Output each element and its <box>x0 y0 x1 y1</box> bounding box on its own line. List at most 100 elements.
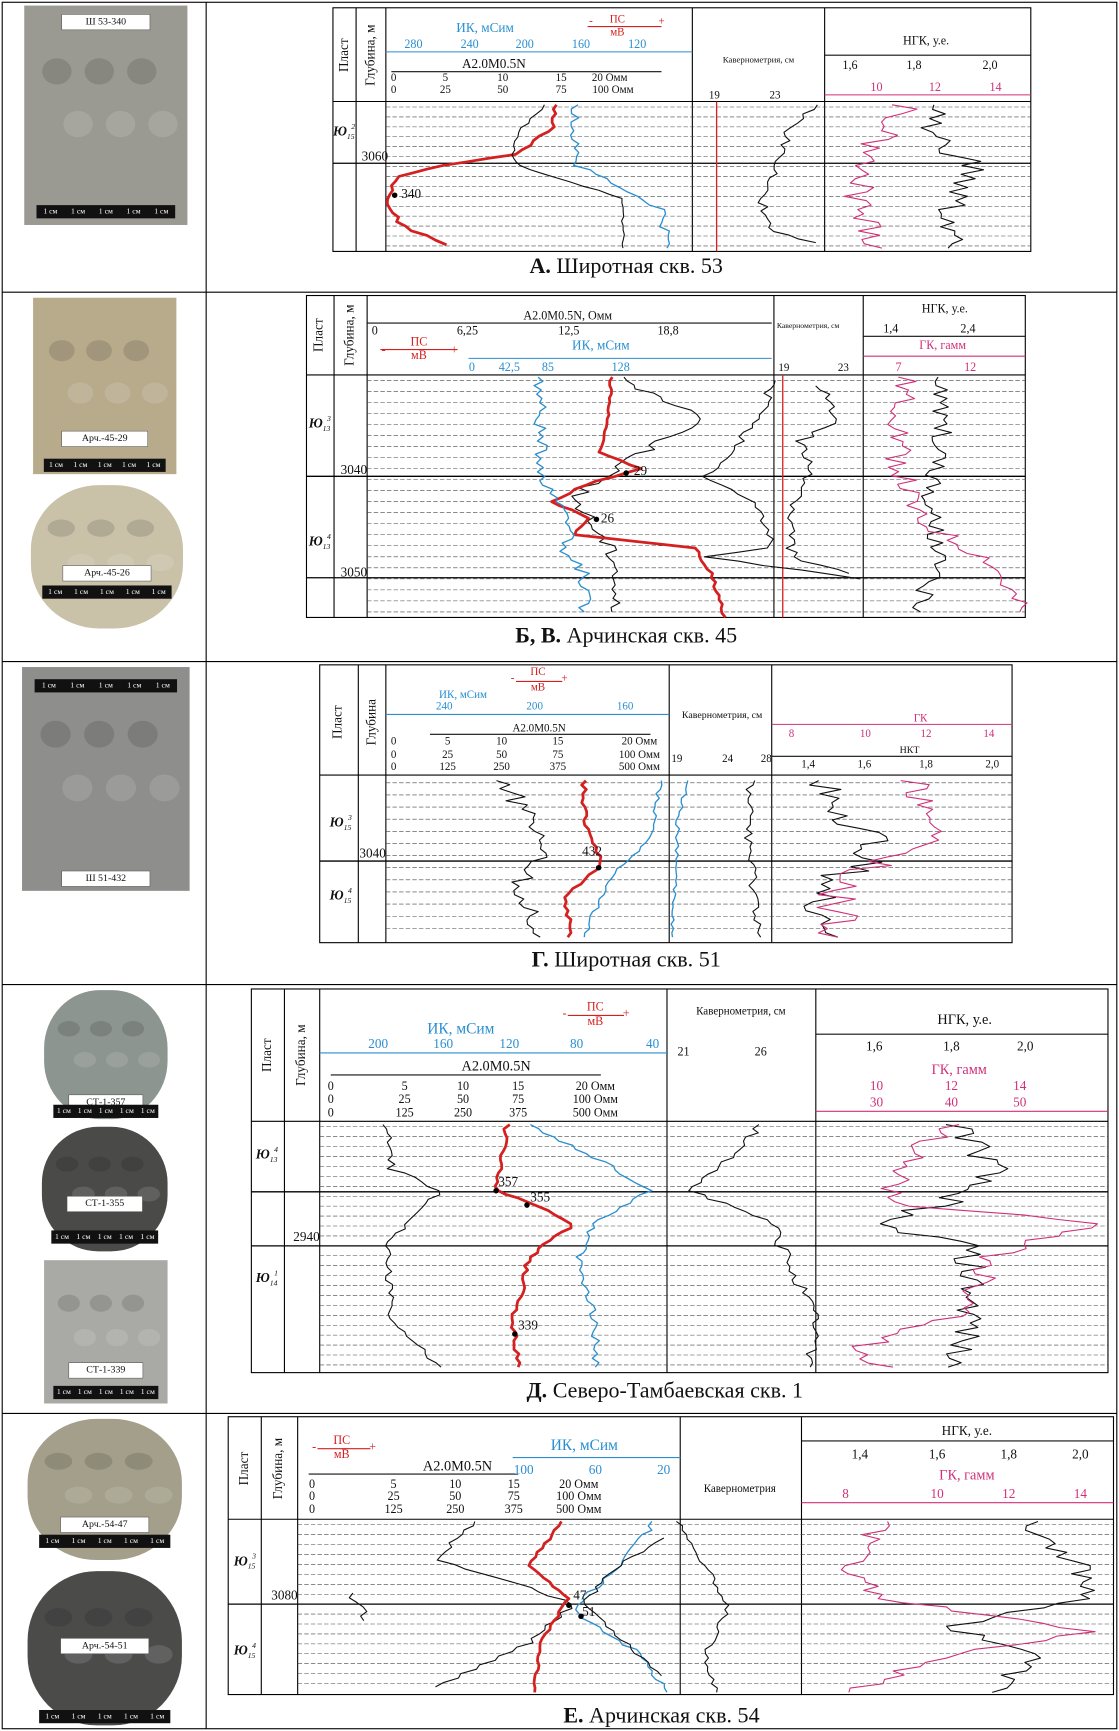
sample-point <box>595 864 602 871</box>
photo <box>41 1126 168 1252</box>
caption-letter: Е. <box>563 1703 583 1728</box>
header-label: - <box>562 1006 566 1020</box>
header-label: 23 <box>838 362 850 374</box>
photo-label-box <box>61 870 151 887</box>
photo-texture <box>55 1156 79 1172</box>
caption-letter: Б, В. <box>515 622 561 647</box>
formation-sup: 4 <box>327 532 331 541</box>
scale-label: 1 см <box>73 460 87 469</box>
photo-label: Арч.-45-26 <box>84 568 130 579</box>
formation-sub: 15 <box>248 1561 256 1570</box>
header-label: 2,0 <box>1017 1038 1034 1053</box>
header-label: НГК, у.е. <box>942 1423 992 1438</box>
log-curve <box>840 1521 1096 1693</box>
sample-point <box>512 1331 518 1337</box>
log-curve <box>563 779 603 938</box>
header-label: 21 <box>677 1045 689 1059</box>
depth-label: 3060 <box>362 149 389 164</box>
photo-label: Арч.-54-47 <box>82 1519 128 1530</box>
sample-point <box>578 1613 584 1620</box>
scale-label: 1 см <box>71 1711 85 1720</box>
scale-label: 1 см <box>120 1106 134 1115</box>
caption-text: Арчинская скв. 54 <box>589 1703 760 1728</box>
scale-label: 1 см <box>76 1232 90 1241</box>
scale-label: 1 см <box>119 1232 133 1241</box>
sample-label: 339 <box>518 1317 538 1332</box>
scale-label: 1 см <box>45 1536 59 1545</box>
photo-label-box <box>66 1195 143 1212</box>
header-label: 19 <box>778 362 790 374</box>
header-label: 0 <box>391 72 397 84</box>
header-label: 1,8 <box>1000 1446 1017 1461</box>
header-label: 60 <box>589 1462 603 1477</box>
sample-label: 357 <box>498 1174 518 1189</box>
formation-name: Ю <box>255 1270 270 1285</box>
photo-label: Арч.-54-51 <box>82 1640 128 1651</box>
header-label: 200 <box>368 1036 388 1051</box>
photo-texture <box>104 1486 133 1504</box>
scale-label: 1 см <box>124 1711 138 1720</box>
header-label: Кавернометрия, см <box>696 1006 785 1018</box>
photo-texture <box>121 1156 144 1172</box>
header-label: 80 <box>570 1036 584 1051</box>
scale-label: 1 см <box>98 1232 112 1241</box>
column-header: Глубина, м <box>293 1024 308 1086</box>
header-label: + <box>369 1439 376 1453</box>
formation-sup: 3 <box>326 414 331 423</box>
header-label: + <box>451 342 458 356</box>
header-label: 160 <box>433 1036 453 1051</box>
log-curve <box>382 1124 442 1368</box>
photo-texture <box>84 720 115 748</box>
header-label: 10 <box>930 1486 944 1501</box>
header-label: - <box>511 673 515 685</box>
header-label: A2.0M0.5N <box>462 56 526 71</box>
log-curve <box>676 1521 730 1693</box>
header-label: 125 <box>384 1502 402 1516</box>
header-label: 10 <box>497 72 509 84</box>
formation-sup: 3 <box>347 813 352 822</box>
header-label: 250 <box>446 1502 464 1516</box>
depth-label: 3080 <box>271 1587 298 1602</box>
scale-label: 1 см <box>78 1387 92 1396</box>
photo-label-box <box>61 14 151 31</box>
header-label: 5 <box>443 72 449 84</box>
formation-sub: 14 <box>270 1278 278 1287</box>
sample-label: 51 <box>582 1604 595 1619</box>
header-label: 12 <box>1002 1486 1015 1501</box>
log-curve <box>571 376 701 613</box>
caption-text: Арчинская скв. 45 <box>567 622 738 647</box>
column-header: Глубина, м <box>270 1437 285 1499</box>
photo-texture <box>141 382 168 404</box>
header-label: 1,4 <box>883 321 898 335</box>
header-label: 240 <box>461 37 479 51</box>
scale-label: 1 см <box>146 460 160 469</box>
formation-name: Ю <box>332 123 347 138</box>
formation-name: Ю <box>308 534 323 549</box>
photo-texture <box>127 720 158 748</box>
header-label: 19 <box>709 90 721 102</box>
header-label: ГК, гамм <box>931 1062 986 1078</box>
column-header: Пласт <box>311 318 326 352</box>
header-label: 15 <box>508 1477 520 1491</box>
scale-bar <box>53 1385 159 1400</box>
header-label: 12 <box>921 728 932 740</box>
column-header: Пласт <box>329 705 344 739</box>
caption: А. Широтная скв. 53 <box>529 253 722 278</box>
header-label: 0 <box>328 1092 334 1106</box>
photo-texture <box>105 1328 129 1347</box>
header-label: 2,0 <box>1072 1446 1089 1461</box>
header-label: 500 Омм <box>573 1105 619 1119</box>
photo-texture <box>84 58 114 85</box>
header-label: 100 Омм <box>592 84 633 96</box>
header-label: 200 <box>526 700 543 712</box>
header-label: 50 <box>457 1092 469 1106</box>
scale-label: 1 см <box>70 681 84 690</box>
header-label: 20 Омм <box>622 736 658 748</box>
scale-label: 1 см <box>122 460 136 469</box>
scale-bar <box>51 1230 159 1244</box>
formation-sup: 2 <box>351 122 355 131</box>
formation-sup: 4 <box>274 1145 278 1154</box>
scale-label: 1 см <box>150 1711 164 1720</box>
